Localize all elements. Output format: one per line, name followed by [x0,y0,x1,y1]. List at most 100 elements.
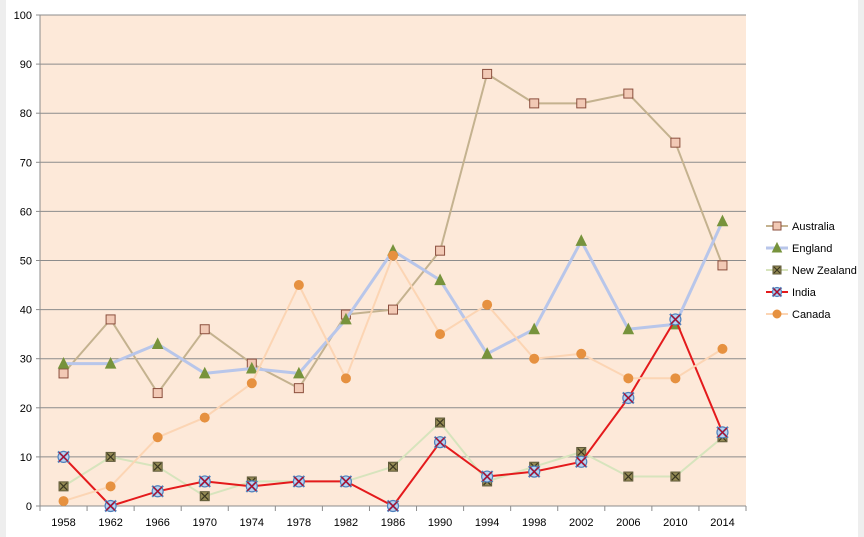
data-point-england[interactable] [481,347,493,359]
data-point-england[interactable] [528,322,541,335]
data-point-canada[interactable] [576,348,587,359]
x-tick-label: 1978 [287,517,311,529]
legend-item-new-zealand[interactable]: New Zealand [766,265,857,277]
data-point-new-zealand[interactable] [670,471,681,482]
data-point-india[interactable] [339,475,353,488]
data-point-australia[interactable] [152,388,163,399]
data-point-australia[interactable] [199,324,210,335]
data-point-india[interactable] [292,475,306,488]
data-point-canada[interactable] [670,373,681,384]
data-point-new-zealand[interactable] [388,461,398,472]
data-point-india[interactable] [57,450,70,464]
legend-swatch-marker [772,221,782,231]
data-point-australia[interactable] [388,304,398,315]
data-point-new-zealand[interactable] [58,481,69,492]
data-point-canada[interactable] [246,378,257,389]
data-point-england[interactable] [151,337,164,349]
data-point-australia[interactable] [58,368,69,379]
data-point-australia[interactable] [293,383,304,394]
data-point-england[interactable] [198,366,211,379]
x-tick-label: 2010 [663,517,687,529]
data-point-australia[interactable] [482,68,493,79]
data-point-india[interactable] [245,480,259,493]
series-india[interactable] [57,313,729,513]
data-point-india[interactable] [669,313,682,326]
data-point-new-zealand[interactable] [152,461,163,472]
data-point-canada[interactable] [340,373,351,384]
data-point-australia[interactable] [105,314,116,325]
data-point-canada[interactable] [152,432,163,443]
data-point-australia[interactable] [435,245,446,256]
y-tick-label: 50 [20,256,32,268]
data-point-england[interactable] [104,356,117,369]
data-point-new-zealand[interactable] [105,451,116,462]
data-point-england[interactable] [716,214,729,227]
data-point-india[interactable] [386,499,400,513]
series-canada[interactable] [58,250,728,507]
legend-item-australia[interactable]: Australia [766,221,836,233]
x-tick-label: 1974 [240,517,264,529]
x-tick-label: 1958 [51,517,75,529]
y-tick-label: 30 [20,354,32,366]
x-tick-label: 1990 [428,517,452,529]
legend-item-canada[interactable]: Canada [766,309,831,321]
data-point-india[interactable] [151,485,164,498]
legend-label: India [792,287,817,299]
data-point-england[interactable] [340,312,352,325]
data-point-india[interactable] [104,499,117,513]
legend-item-india[interactable]: India [766,286,817,299]
x-tick-label: 1994 [475,517,499,529]
data-point-england[interactable] [245,361,258,374]
x-tick-label: 1986 [381,517,405,529]
data-point-india[interactable] [622,391,635,405]
data-point-england[interactable] [622,322,635,335]
data-point-new-zealand[interactable] [576,446,587,457]
x-tick-label: 1982 [334,517,358,529]
data-point-australia[interactable] [670,137,681,148]
data-point-england[interactable] [293,366,305,379]
x-tick-label: 2014 [710,517,734,529]
x-tick-label: 1962 [98,517,122,529]
data-point-india[interactable] [575,455,588,469]
data-point-canada[interactable] [105,481,116,492]
data-point-canada[interactable] [717,343,728,354]
data-point-canada[interactable] [435,329,446,340]
data-point-england[interactable] [57,356,70,369]
data-point-australia[interactable] [717,260,728,271]
x-tick-label: 1966 [145,517,169,529]
legend-swatch-marker [771,286,783,298]
data-point-canada[interactable] [58,496,69,507]
data-point-india[interactable] [716,426,729,439]
data-point-england[interactable] [575,234,588,246]
legend-label: England [792,243,832,255]
gridlines [40,14,746,458]
data-point-india[interactable] [433,435,447,449]
data-point-canada[interactable] [529,353,540,364]
data-point-new-zealand[interactable] [435,417,446,428]
y-tick-label: 80 [20,108,32,120]
data-point-canada[interactable] [293,280,304,291]
data-point-new-zealand[interactable] [199,491,210,502]
data-point-india[interactable] [527,465,541,478]
data-point-canada[interactable] [482,299,493,310]
legend[interactable]: Australia England New Zealand India Canada [766,221,857,321]
data-point-new-zealand[interactable] [623,471,634,482]
data-point-australia[interactable] [576,98,587,109]
y-tick-label: 70 [20,157,32,169]
data-point-canada[interactable] [388,250,398,261]
legend-label: New Zealand [792,265,857,277]
data-point-england[interactable] [434,273,446,286]
x-tick-label: 1998 [522,517,546,529]
y-tick-label: 0 [26,501,32,513]
data-point-india[interactable] [480,470,494,483]
legend-item-england[interactable]: England [766,241,832,255]
data-point-canada[interactable] [199,412,210,423]
y-tick-label: 10 [20,452,32,464]
data-point-india[interactable] [198,475,211,488]
legend-label: Canada [792,309,831,321]
data-point-canada[interactable] [623,373,634,384]
data-point-australia[interactable] [623,88,634,99]
data-point-australia[interactable] [529,98,540,109]
y-tick-label: 20 [20,403,32,415]
